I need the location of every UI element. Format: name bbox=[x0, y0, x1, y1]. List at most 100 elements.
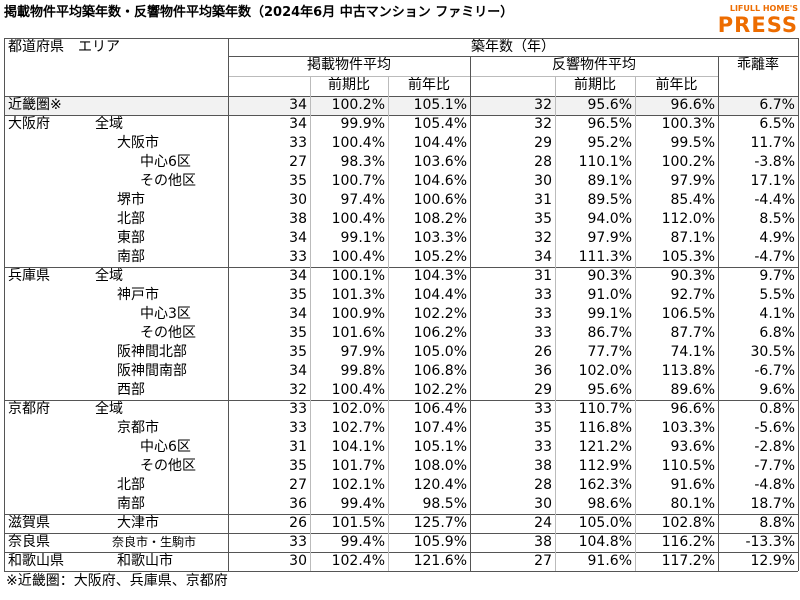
cell: 105.0% bbox=[413, 344, 467, 360]
cell: 77.7% bbox=[587, 344, 632, 360]
area: その他区 bbox=[140, 173, 196, 189]
cell: 4.1% bbox=[759, 306, 795, 322]
cell: 24 bbox=[534, 515, 552, 531]
area: 奈良市・生駒市 bbox=[112, 535, 197, 549]
cell: -4.8% bbox=[754, 477, 795, 493]
group-line bbox=[4, 514, 798, 515]
cell: 33 bbox=[289, 401, 307, 417]
cell: 36 bbox=[534, 363, 552, 379]
h-line bbox=[228, 56, 798, 57]
cell: 98.6% bbox=[587, 496, 632, 512]
cell: 110.7% bbox=[578, 401, 632, 417]
v-line bbox=[310, 76, 311, 571]
area: 全域 bbox=[95, 116, 123, 132]
cell: 86.7% bbox=[587, 325, 632, 341]
cell: 121.2% bbox=[578, 439, 632, 455]
cell: 5.5% bbox=[759, 287, 795, 303]
cell: 99.9% bbox=[340, 116, 385, 132]
cell: 34 bbox=[289, 97, 307, 113]
cell: 121.6% bbox=[413, 553, 467, 569]
cell: 32 bbox=[534, 116, 552, 132]
cell: 116.2% bbox=[661, 534, 715, 550]
prefecture: 兵庫県 bbox=[8, 268, 50, 284]
cell: 100.4% bbox=[331, 249, 385, 265]
cell: 97.4% bbox=[340, 192, 385, 208]
cell: 102.2% bbox=[413, 382, 467, 398]
cell: 100.9% bbox=[331, 306, 385, 322]
cell: 89.6% bbox=[670, 382, 715, 398]
area: 南部 bbox=[117, 496, 145, 512]
cell: -7.7% bbox=[754, 458, 795, 474]
cell: 102.2% bbox=[413, 306, 467, 322]
cell: 34 bbox=[289, 268, 307, 284]
cell: 6.8% bbox=[759, 325, 795, 341]
cell: 100.7% bbox=[331, 173, 385, 189]
cell: 116.8% bbox=[578, 420, 632, 436]
cell: 101.7% bbox=[331, 458, 385, 474]
cell: 91.6% bbox=[670, 477, 715, 493]
cell: 27 bbox=[534, 553, 552, 569]
cell: 108.2% bbox=[413, 211, 467, 227]
cell: 31 bbox=[534, 268, 552, 284]
cell: 105.2% bbox=[413, 249, 467, 265]
cell: 93.6% bbox=[670, 439, 715, 455]
prefecture: 奈良県 bbox=[8, 534, 50, 550]
cell: 33 bbox=[534, 439, 552, 455]
cell: 102.7% bbox=[331, 420, 385, 436]
cell: -4.7% bbox=[754, 249, 795, 265]
header-cell: 前年比 bbox=[655, 77, 698, 93]
cell: 103.3% bbox=[413, 230, 467, 246]
cell: 17.1% bbox=[750, 173, 795, 189]
area: 神戸市 bbox=[117, 287, 159, 303]
cell: -2.8% bbox=[754, 439, 795, 455]
cell: 99.4% bbox=[340, 496, 385, 512]
cell: 99.5% bbox=[670, 135, 715, 151]
cell: 35 bbox=[289, 173, 307, 189]
v-line bbox=[635, 76, 636, 571]
area: 中心6区 bbox=[140, 154, 191, 170]
cell: 30.5% bbox=[750, 344, 795, 360]
cell: 91.0% bbox=[587, 287, 632, 303]
cell: 97.9% bbox=[587, 230, 632, 246]
header-cell: 前期比 bbox=[574, 77, 616, 93]
cell: 33 bbox=[289, 420, 307, 436]
cell: 33 bbox=[534, 306, 552, 322]
v-line bbox=[798, 38, 799, 571]
cell: 100.4% bbox=[331, 211, 385, 227]
cell: 35 bbox=[289, 325, 307, 341]
header-cell: 前年比 bbox=[408, 77, 450, 93]
cell: -6.7% bbox=[754, 363, 795, 379]
h-line bbox=[4, 96, 798, 97]
cell: 99.1% bbox=[587, 306, 632, 322]
cell: 33 bbox=[534, 325, 552, 341]
cell: 8.5% bbox=[759, 211, 795, 227]
cell: 33 bbox=[289, 135, 307, 151]
cell: 100.4% bbox=[331, 135, 385, 151]
prefecture: 大阪府 bbox=[8, 116, 50, 132]
cell: 35 bbox=[289, 287, 307, 303]
cell: 106.8% bbox=[413, 363, 467, 379]
cell: 32 bbox=[534, 230, 552, 246]
cell: 102.0% bbox=[331, 401, 385, 417]
cell: 6.5% bbox=[759, 116, 795, 132]
cell: 100.1% bbox=[331, 268, 385, 284]
cell: 104.3% bbox=[413, 268, 467, 284]
cell: 90.3% bbox=[670, 268, 715, 284]
header-cell: 都道府県 エリア bbox=[8, 39, 120, 55]
cell: 31 bbox=[534, 192, 552, 208]
cell: 100.3% bbox=[661, 116, 715, 132]
cell: 104.4% bbox=[413, 135, 467, 151]
cell: -3.8% bbox=[754, 154, 795, 170]
area: 西部 bbox=[117, 382, 145, 398]
cell: 102.8% bbox=[661, 515, 715, 531]
prefecture: 京都府 bbox=[8, 401, 50, 417]
cell: 33 bbox=[289, 534, 307, 550]
area: その他区 bbox=[140, 325, 196, 341]
cell: 38 bbox=[534, 458, 552, 474]
header-cell: 乖離率 bbox=[737, 57, 779, 73]
cell: 6.7% bbox=[759, 97, 795, 113]
cell: 9.7% bbox=[759, 268, 795, 284]
cell: 33 bbox=[289, 249, 307, 265]
cell: 38 bbox=[534, 534, 552, 550]
cell: 97.9% bbox=[670, 173, 715, 189]
